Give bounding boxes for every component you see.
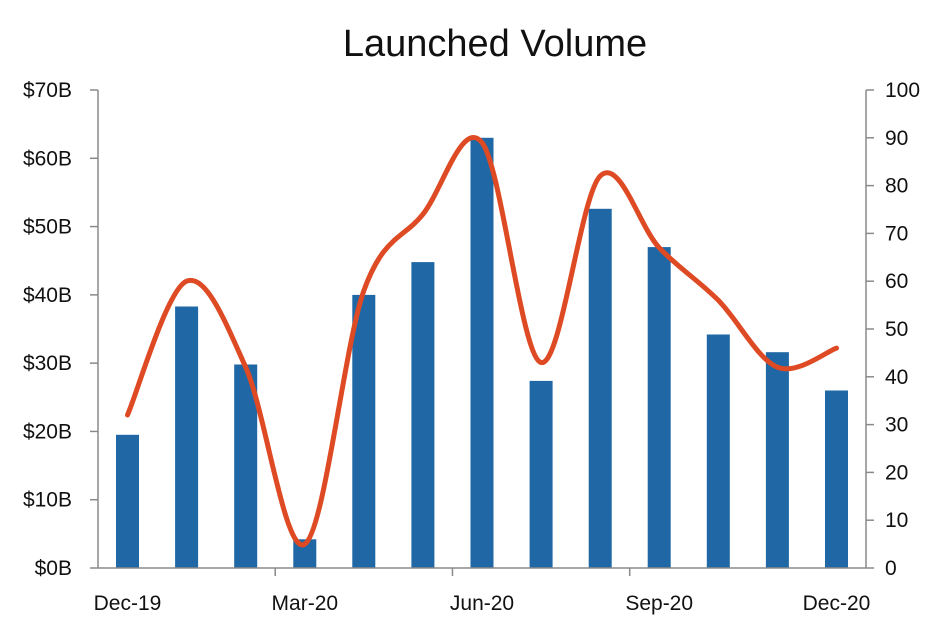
bar-feb-20 [234, 364, 258, 568]
chart-title: Launched Volume [343, 23, 647, 65]
bar-apr-20 [352, 294, 376, 568]
x-tick-label: Dec-19 [94, 592, 162, 615]
bar-nov-20 [765, 352, 789, 568]
left-tick-label: $50B [23, 216, 72, 239]
left-tick-label: $20B [23, 420, 72, 443]
bar-dec-19 [116, 434, 139, 568]
left-y-axis: $0B $10B $20B $30B $40B $50B $60B $70B [23, 79, 98, 580]
right-y-axis: 0 10 20 30 40 50 60 70 80 90 100 [866, 79, 920, 580]
bar-sep-20 [647, 247, 671, 568]
right-tick-label: 80 [885, 175, 908, 198]
right-tick-label: 40 [885, 366, 908, 389]
left-tick-label: $40B [23, 284, 72, 307]
left-tick-label: $60B [23, 147, 72, 170]
bar-oct-20 [706, 334, 730, 568]
bar-may-20 [411, 262, 435, 568]
x-tick-label: Dec-20 [803, 592, 871, 615]
right-tick-label: 50 [885, 318, 908, 341]
right-tick-label: 20 [885, 461, 908, 484]
right-tick-label: 0 [885, 557, 897, 580]
bar-jan-20 [175, 306, 199, 568]
right-tick-label: 60 [885, 270, 908, 293]
left-tick-label: $10B [23, 489, 72, 512]
x-tick-label: Sep-20 [625, 592, 693, 615]
right-tick-label: 30 [885, 414, 908, 437]
line-series [125, 135, 839, 548]
bar-jul-20 [529, 380, 553, 568]
bar-jun-20 [470, 137, 494, 569]
x-tick-label: Mar-20 [272, 592, 339, 615]
bars-layer [116, 137, 848, 569]
bar-aug-20 [588, 208, 612, 569]
line-layer [125, 135, 839, 548]
left-tick-label: $0B [35, 557, 72, 580]
left-tick-label: $70B [23, 79, 72, 102]
right-tick-label: 10 [885, 509, 908, 532]
right-tick-label: 70 [885, 222, 908, 245]
right-tick-label: 100 [885, 79, 920, 102]
x-axis: Dec-19 Mar-20 Jun-20 Sep-20 Dec-20 [94, 568, 871, 615]
left-tick-label: $30B [23, 352, 72, 375]
x-tick-label: Jun-20 [450, 592, 514, 615]
right-tick-label: 90 [885, 127, 908, 150]
bar-dec-20 [825, 390, 848, 568]
